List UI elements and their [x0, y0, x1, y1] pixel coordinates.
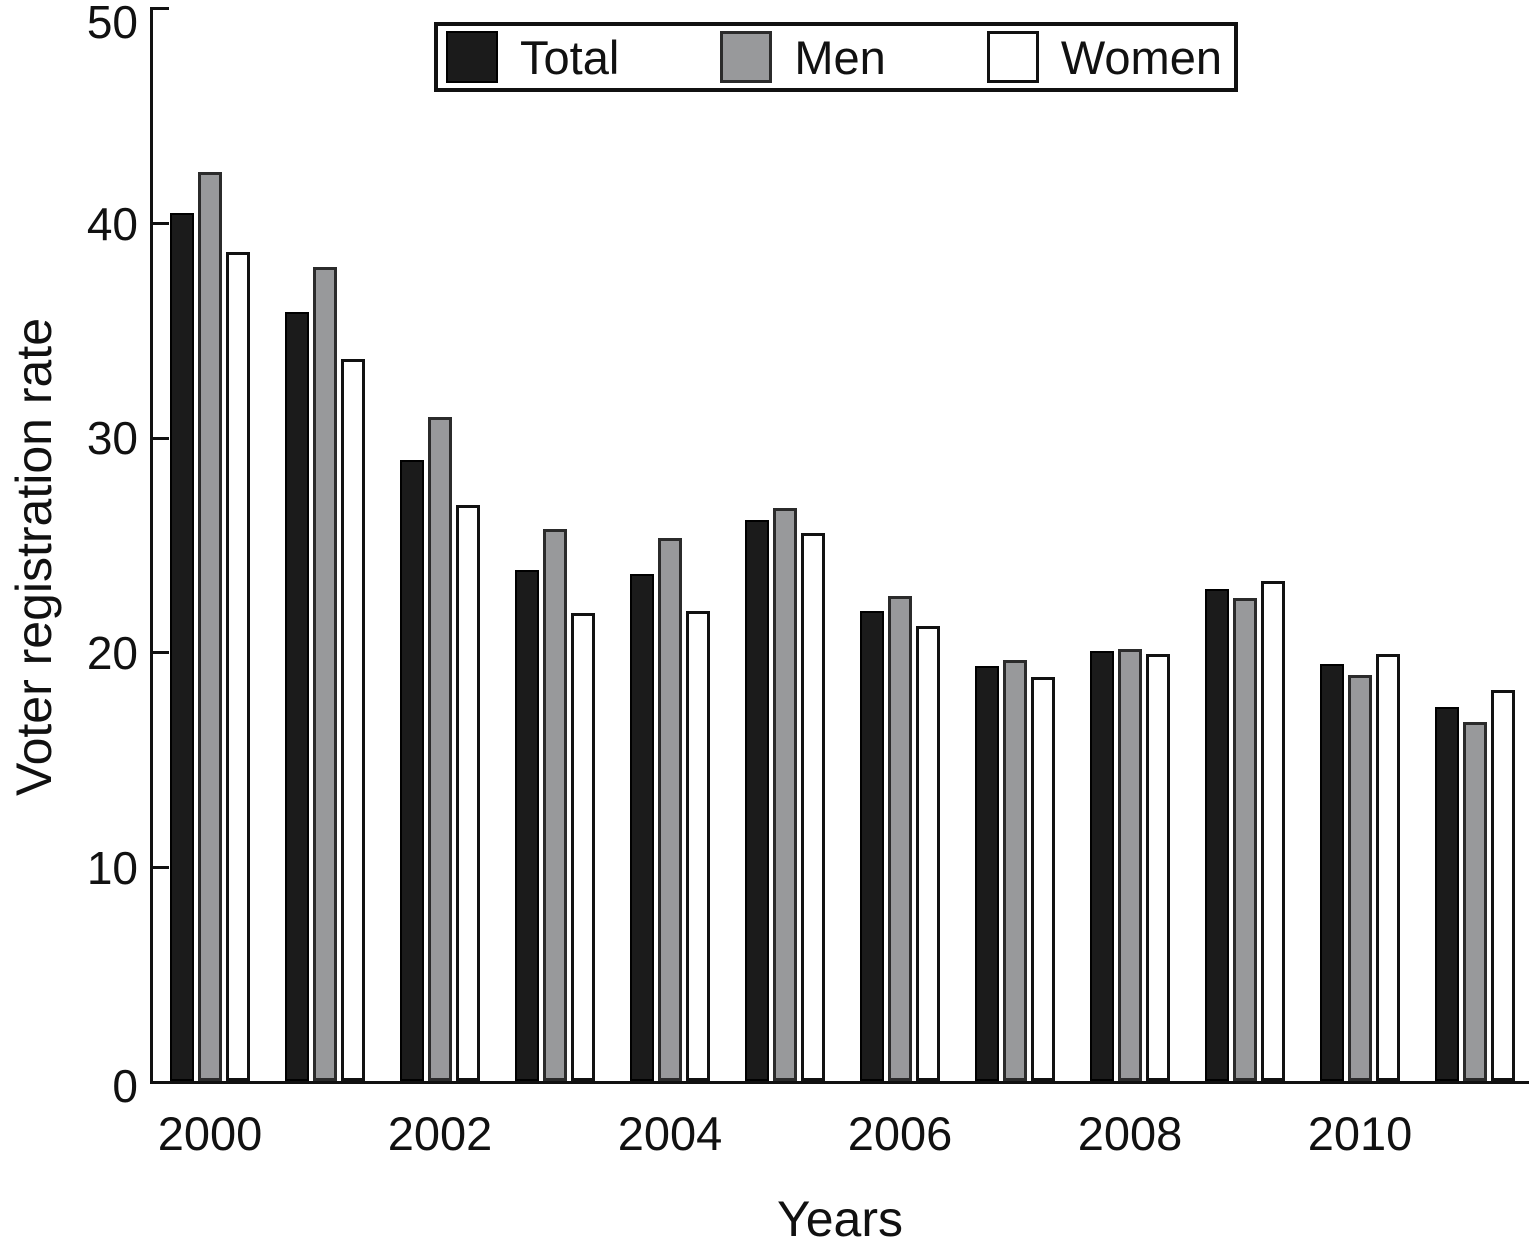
x-tick-label-2010: 2010 [1307, 1107, 1413, 1160]
x-tick-label-2000: 2000 [157, 1107, 263, 1160]
bar-men-2005 [773, 507, 797, 1081]
y-tick-label-0: 0 [112, 1060, 138, 1112]
bar-group-2010 [1320, 7, 1400, 1081]
y-tick-label-40: 40 [86, 198, 138, 250]
y-tick-label-50: 50 [86, 0, 138, 48]
y-axis-title: Voter registration rate [6, 317, 62, 797]
bar-men-2004 [658, 537, 682, 1081]
bar-total-2009 [1205, 589, 1229, 1081]
bar-group-2009 [1205, 7, 1285, 1081]
bar-group-2004 [630, 7, 710, 1081]
bar-women-2010 [1376, 653, 1400, 1081]
x-tick-label-2004: 2004 [617, 1107, 723, 1160]
bar-total-2010 [1320, 664, 1344, 1081]
bar-group-2006 [860, 7, 940, 1081]
legend-item-women: Women [986, 30, 1222, 85]
bar-total-2006 [860, 610, 884, 1081]
x-tick-label-2011 [1435, 1108, 1515, 1160]
legend-item-men: Men [720, 30, 886, 85]
bar-group-2002 [400, 7, 480, 1081]
x-tick-label-2006: 2006 [847, 1107, 953, 1160]
y-tick-30 [152, 437, 169, 440]
bar-total-2004 [630, 574, 654, 1081]
bar-men-2008 [1118, 649, 1142, 1081]
bar-men-2011 [1463, 722, 1487, 1081]
x-axis-title: Years [776, 1191, 904, 1245]
x-tick-label-2003 [515, 1108, 595, 1160]
bar-women-2011 [1491, 690, 1515, 1081]
bar-group-2001 [285, 7, 365, 1081]
x-tick-label-2008: 2008 [1077, 1107, 1183, 1160]
x-tick-label-2002: 2002 [387, 1107, 493, 1160]
y-tick-label-10: 10 [86, 842, 138, 894]
bar-men-2006 [888, 595, 912, 1081]
bar-total-2000 [170, 213, 194, 1081]
x-tick-labels: 2000 2002 2004 2006 2008 2010 [150, 1108, 1529, 1160]
bar-group-2007 [975, 7, 1055, 1081]
bar-total-2008 [1090, 651, 1114, 1081]
x-axis-line [150, 1081, 1529, 1084]
bar-total-2011 [1435, 707, 1459, 1081]
bar-women-2006 [916, 625, 940, 1081]
bar-men-2001 [313, 266, 337, 1081]
bar-total-2003 [515, 569, 539, 1081]
bar-group-2003 [515, 7, 595, 1081]
bar-men-2010 [1348, 675, 1372, 1081]
bar-women-2008 [1146, 653, 1170, 1081]
bar-total-2007 [975, 666, 999, 1081]
bar-women-2009 [1261, 580, 1285, 1081]
legend-label-men: Men [794, 30, 886, 84]
bar-men-2007 [1003, 660, 1027, 1081]
bar-women-2007 [1031, 677, 1055, 1081]
y-tick-label-20: 20 [86, 627, 138, 679]
bar-total-2002 [400, 460, 424, 1081]
bar-men-2009 [1233, 597, 1257, 1081]
y-tick-40 [152, 222, 169, 225]
legend: Total Men Women [434, 22, 1238, 92]
bar-total-2001 [285, 312, 309, 1081]
y-tick-label-30: 30 [86, 412, 138, 464]
bar-group-2005 [745, 7, 825, 1081]
bar-men-2002 [428, 417, 452, 1081]
bar-group-2008 [1090, 7, 1170, 1081]
x-tick-label-2005 [745, 1108, 825, 1160]
legend-swatch-men [720, 31, 773, 83]
legend-swatch-women [986, 31, 1039, 83]
bar-women-2004 [686, 610, 710, 1081]
bar-women-2003 [571, 612, 595, 1081]
bar-women-2002 [456, 505, 480, 1081]
bar-group-2011 [1435, 7, 1515, 1081]
legend-label-women: Women [1060, 30, 1222, 84]
bar-group-2000 [170, 7, 250, 1081]
y-tick-20 [152, 651, 169, 654]
legend-swatch-total [446, 31, 498, 83]
x-tick-label-2007 [975, 1108, 1055, 1160]
bar-total-2005 [745, 520, 769, 1081]
bar-women-2001 [341, 359, 365, 1081]
plot-area [150, 7, 1529, 1081]
bar-men-2000 [198, 172, 222, 1081]
y-axis-line [150, 7, 153, 1084]
bar-women-2000 [226, 251, 250, 1081]
legend-item-total: Total [446, 30, 619, 85]
bar-men-2003 [543, 529, 567, 1081]
bar-women-2005 [801, 533, 825, 1081]
x-tick-label-2001 [285, 1108, 365, 1160]
legend-label-total: Total [520, 30, 620, 84]
y-tick-10 [152, 866, 169, 869]
y-tick-50 [152, 7, 169, 10]
x-tick-label-2009 [1205, 1108, 1285, 1160]
